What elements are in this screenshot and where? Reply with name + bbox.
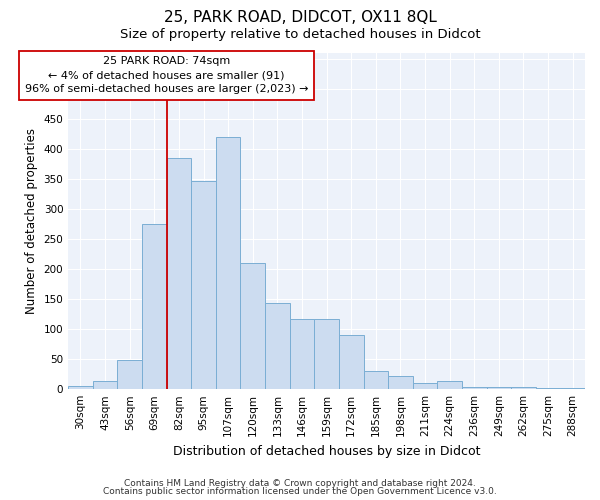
Bar [290,319,314,389]
Bar [93,382,118,389]
Bar [364,371,388,389]
Bar [216,136,241,389]
Y-axis label: Number of detached properties: Number of detached properties [25,128,38,314]
Bar [167,158,191,389]
Text: 25 PARK ROAD: 74sqm
← 4% of detached houses are smaller (91)
96% of semi-detache: 25 PARK ROAD: 74sqm ← 4% of detached hou… [25,56,308,94]
Text: Contains HM Land Registry data © Crown copyright and database right 2024.: Contains HM Land Registry data © Crown c… [124,478,476,488]
Bar [511,388,536,389]
Bar [314,319,339,389]
Bar [413,382,437,389]
Bar [265,303,290,389]
Bar [560,388,585,389]
Bar [68,386,93,389]
Bar [241,263,265,389]
Bar [487,388,511,389]
Bar [339,335,364,389]
Bar [462,387,487,389]
Bar [142,224,167,389]
Bar [536,388,560,389]
Bar [437,382,462,389]
Bar [388,376,413,389]
Bar [118,360,142,389]
Text: Size of property relative to detached houses in Didcot: Size of property relative to detached ho… [119,28,481,41]
Text: Contains public sector information licensed under the Open Government Licence v3: Contains public sector information licen… [103,487,497,496]
X-axis label: Distribution of detached houses by size in Didcot: Distribution of detached houses by size … [173,444,481,458]
Bar [191,180,216,389]
Text: 25, PARK ROAD, DIDCOT, OX11 8QL: 25, PARK ROAD, DIDCOT, OX11 8QL [164,10,436,25]
